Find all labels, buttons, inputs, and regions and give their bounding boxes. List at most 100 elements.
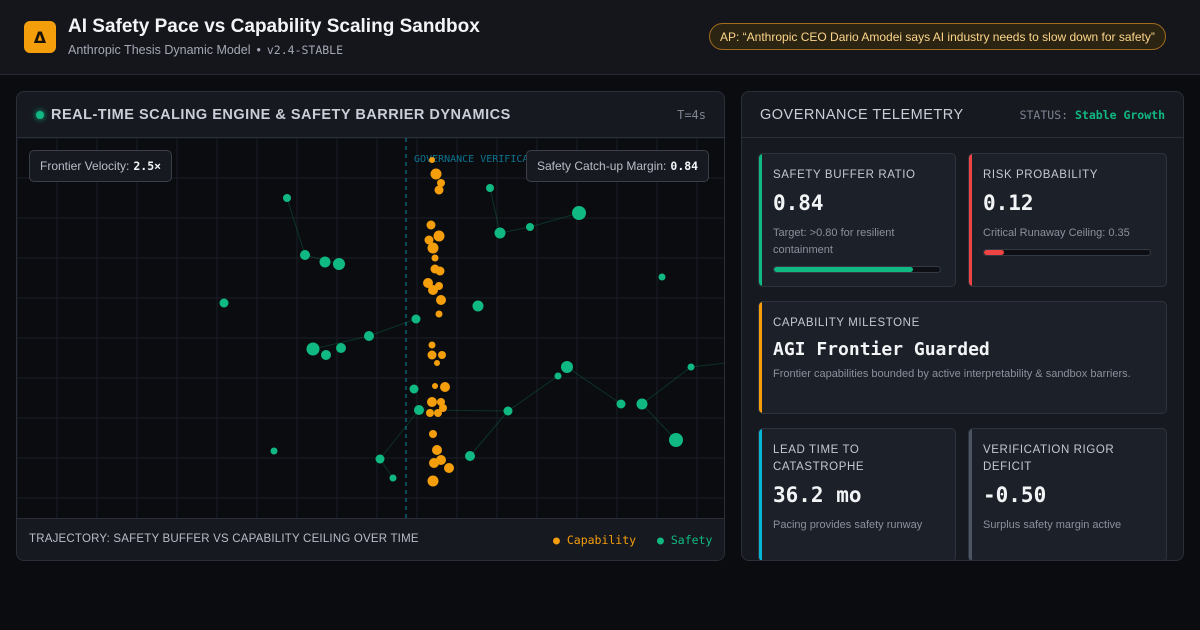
safety-link [368,318,417,337]
safety-particle [486,184,494,192]
particles [219,157,695,487]
safety-link [379,409,420,460]
live-indicator-icon [36,111,44,119]
simulation-canvas[interactable]: GOVERNANCE VERIFICATION Frontier Velocit… [17,138,724,518]
card-label: LEAD TIME TO CATASTROPHE [773,444,865,473]
safety-particle [219,298,229,308]
capability-particle [434,185,444,195]
capability-particle [434,360,440,366]
capability-particle [429,157,435,163]
safety-particle [321,350,331,360]
safety-link [566,366,622,405]
safety-link [312,335,370,350]
card-note: Surplus safety margin active [983,519,1122,531]
card-value: AGI Frontier Guarded [773,339,990,360]
simulation-svg: GOVERNANCE VERIFICATION [17,138,724,518]
safety-particle [465,451,475,461]
safety-buffer-card[interactable]: SAFETY BUFFER RATIO 0.84 Target: >0.80 f… [758,153,956,287]
safety-link [286,197,306,256]
meter-fill [984,250,1004,255]
safety-particle [336,343,346,353]
capability-particle [432,383,438,389]
engine-header: REAL-TIME SCALING ENGINE & SAFETY BARRIE… [17,92,724,138]
safety-link [489,187,501,234]
governance-panel: GOVERNANCE TELEMETRY STATUS: Stable Grow… [741,91,1184,561]
capability-particle [423,278,433,288]
safety-particle [494,227,506,239]
card-value: -0.50 [983,483,1047,507]
capability-particle [433,230,445,242]
app-title: AI Safety Pace vs Capability Scaling San… [68,16,480,37]
risk-probability-card[interactable]: RISK PROBABILITY 0.12 Critical Runaway C… [968,153,1167,287]
capability-particle [428,341,436,349]
safety-link [641,366,692,405]
capability-milestone-card[interactable]: CAPABILITY MILESTONE AGI Frontier Guarde… [758,301,1167,414]
card-accent-bar [969,154,972,286]
capability-particle [426,409,434,417]
safety-particle [472,300,484,312]
governance-title: GOVERNANCE TELEMETRY [760,107,964,123]
capability-particle [435,266,445,276]
capability-particle [424,235,434,245]
velocity-label: Frontier Velocity: [40,159,130,173]
capability-particle [431,254,439,262]
card-value: 36.2 mo [773,483,862,507]
safety-particle [561,361,573,373]
capability-particle [427,397,437,407]
safety-particle [409,384,419,394]
trajectory-title: TRAJECTORY: SAFETY BUFFER VS CAPABILITY … [29,533,419,545]
capability-particle [435,310,443,318]
card-label: SAFETY BUFFER RATIO [773,169,916,181]
velocity-value: 2.5× [133,159,162,173]
logo-delta-icon: Δ [24,21,56,53]
capability-particle [429,430,437,438]
subtitle-separator: • [256,43,261,57]
capability-particle [426,220,436,230]
capability-particle [439,404,447,412]
card-accent-bar [759,302,762,413]
safety-buffer-meter [773,266,941,273]
card-note: Critical Runaway Ceiling: 0.35 [983,227,1130,239]
card-note: Pacing provides safety runway [773,519,923,531]
safety-particle [333,258,345,270]
verification-deficit-card[interactable]: VERIFICATION RIGOR DEFICIT -0.50 Surplus… [968,428,1167,560]
subtitle-text: Anthropic Thesis Dynamic Model [68,43,251,57]
safety-link [529,212,580,228]
safety-particle [636,398,648,410]
status-label: STATUS: [1019,108,1069,122]
frontier-velocity-chip: Frontier Velocity: 2.5× [29,150,173,182]
lead-time-card[interactable]: LEAD TIME TO CATASTROPHE 36.2 mo Pacing … [758,428,956,560]
card-value: 0.12 [983,191,1034,215]
safety-link [641,403,677,441]
card-label: RISK PROBABILITY [983,169,1099,181]
capability-particle [427,350,437,360]
capability-particle [435,282,443,290]
margin-label: Safety Catch-up Margin: [537,159,667,173]
news-badge[interactable]: AP: “Anthropic CEO Dario Amodei says AI … [709,23,1166,50]
safety-particle [554,372,562,380]
capability-particle [438,351,446,359]
safety-particle [319,256,331,268]
safety-particle [300,250,310,260]
safety-particle [414,405,424,415]
card-accent-bar [969,429,972,560]
capability-particle [440,382,450,392]
barrier-label: GOVERNANCE VERIFICATION [414,154,552,165]
capability-particle [437,179,445,187]
safety-particle [687,363,695,371]
scaling-engine-panel: REAL-TIME SCALING ENGINE & SAFETY BARRIE… [16,91,725,561]
capability-particle [427,242,439,254]
grid-lines [17,138,724,518]
safety-links [286,187,724,479]
app-header: Δ AI Safety Pace vs Capability Scaling S… [0,0,1200,75]
capability-particle [430,168,442,180]
capability-particle [429,458,439,468]
safety-link [418,409,509,412]
safety-particle [526,223,534,231]
safety-link [469,410,509,457]
capability-particle [434,409,442,417]
card-accent-bar [759,154,762,286]
app-subtitle: Anthropic Thesis Dynamic Model • v2.4-STAB… [68,43,343,57]
card-label: CAPABILITY MILESTONE [773,317,920,329]
safety-particle [375,454,385,464]
